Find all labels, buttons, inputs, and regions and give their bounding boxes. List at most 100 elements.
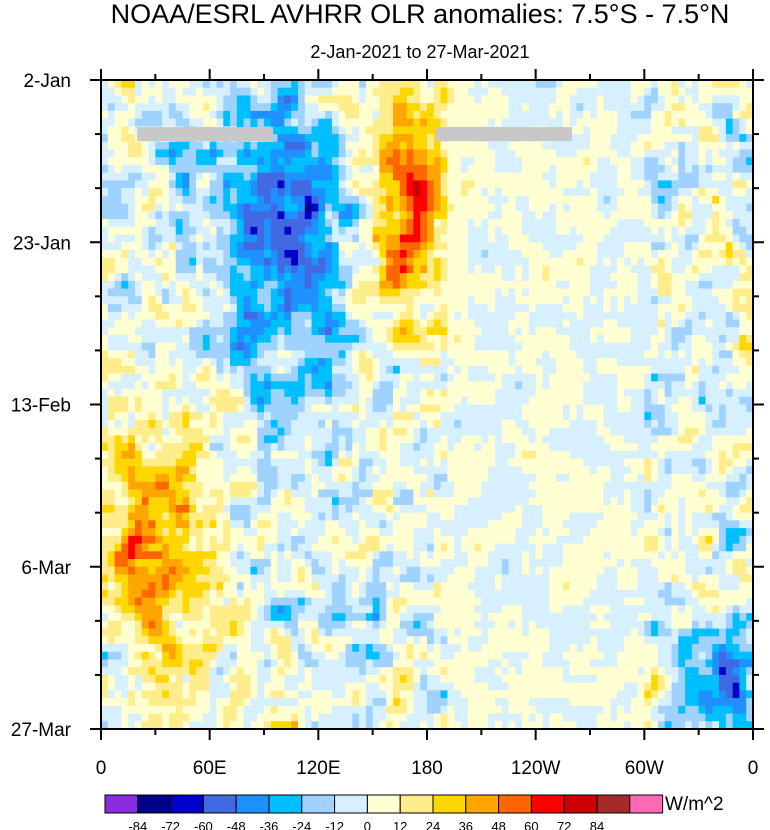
heatmap-cell bbox=[318, 373, 326, 382]
heatmap-cell bbox=[671, 249, 679, 259]
heatmap-cell bbox=[678, 134, 686, 143]
heatmap-cell bbox=[549, 226, 557, 236]
heatmap-cell bbox=[325, 474, 333, 483]
heatmap-cell bbox=[515, 334, 523, 344]
heatmap-cell bbox=[128, 149, 136, 158]
heatmap-cell bbox=[617, 234, 625, 243]
heatmap-cell bbox=[637, 126, 645, 135]
heatmap-cell bbox=[433, 419, 442, 429]
heatmap-cell bbox=[596, 157, 605, 166]
heatmap-cell bbox=[359, 126, 367, 135]
heatmap-cell bbox=[189, 450, 197, 460]
heatmap-cell bbox=[318, 110, 326, 120]
heatmap-cell bbox=[698, 249, 707, 259]
heatmap-cell bbox=[610, 134, 618, 143]
heatmap-cell bbox=[719, 103, 727, 112]
heatmap-cell bbox=[433, 172, 442, 182]
heatmap-cell bbox=[236, 265, 245, 274]
heatmap-cell bbox=[243, 365, 252, 375]
heatmap-cell bbox=[209, 211, 218, 220]
heatmap-cell bbox=[732, 311, 741, 321]
heatmap-cell bbox=[732, 327, 741, 336]
heatmap-cell bbox=[623, 334, 632, 344]
heatmap-cell bbox=[549, 219, 557, 228]
heatmap-cell bbox=[413, 95, 421, 104]
heatmap-cell bbox=[297, 149, 306, 158]
heatmap-cell bbox=[331, 118, 340, 127]
heatmap-cell bbox=[610, 126, 618, 135]
heatmap-cell bbox=[637, 149, 645, 158]
heatmap-cell bbox=[590, 257, 598, 267]
heatmap-cell bbox=[556, 350, 564, 359]
heatmap-cell bbox=[331, 474, 340, 483]
heatmap-cell bbox=[501, 110, 510, 120]
heatmap-cell bbox=[264, 273, 272, 282]
heatmap-cell bbox=[182, 474, 190, 483]
heatmap-cell bbox=[372, 249, 381, 259]
heatmap-cell bbox=[359, 219, 367, 228]
heatmap-cell bbox=[657, 134, 666, 143]
heatmap-cell bbox=[250, 311, 258, 321]
heatmap-cell bbox=[264, 358, 272, 367]
heatmap-cell bbox=[535, 195, 544, 205]
heatmap-cell bbox=[528, 103, 537, 112]
heatmap-cell bbox=[569, 280, 578, 290]
heatmap-cell bbox=[528, 149, 537, 158]
heatmap-cell bbox=[644, 180, 652, 189]
heatmap-cell bbox=[134, 257, 143, 267]
heatmap-cell bbox=[128, 311, 136, 321]
heatmap-cell bbox=[644, 419, 652, 429]
heatmap-cell bbox=[569, 80, 578, 89]
heatmap-cell bbox=[386, 296, 394, 305]
heatmap-cell bbox=[243, 110, 252, 120]
heatmap-cell bbox=[746, 365, 753, 375]
heatmap-cell bbox=[372, 219, 381, 228]
heatmap-cell bbox=[202, 87, 211, 97]
heatmap-cell bbox=[202, 80, 211, 89]
heatmap-cell bbox=[134, 435, 143, 444]
heatmap-cell bbox=[141, 350, 150, 359]
heatmap-cell bbox=[162, 118, 170, 127]
heatmap-cell bbox=[657, 172, 666, 182]
heatmap-cell bbox=[725, 195, 734, 205]
heatmap-cell bbox=[460, 80, 469, 89]
heatmap-cell bbox=[705, 203, 713, 212]
heatmap-cell bbox=[617, 265, 625, 274]
heatmap-cell bbox=[182, 249, 190, 259]
heatmap-cell bbox=[664, 296, 673, 305]
heatmap-cell bbox=[427, 242, 435, 251]
heatmap-cell bbox=[678, 288, 686, 297]
heatmap-cell bbox=[583, 180, 591, 189]
heatmap-cell bbox=[732, 257, 741, 267]
heatmap-cell bbox=[338, 172, 347, 182]
heatmap-cell bbox=[454, 234, 462, 243]
heatmap-cell bbox=[583, 327, 591, 336]
heatmap-cell bbox=[603, 412, 611, 421]
heatmap-cell bbox=[101, 110, 109, 120]
heatmap-cell bbox=[596, 172, 605, 182]
heatmap-cell bbox=[569, 180, 578, 189]
heatmap-cell bbox=[257, 319, 265, 328]
heatmap-cell bbox=[746, 134, 753, 143]
heatmap-cell bbox=[352, 474, 360, 483]
heatmap-cell bbox=[725, 396, 734, 406]
heatmap-cell bbox=[556, 474, 564, 483]
heatmap-cell bbox=[467, 412, 476, 421]
heatmap-cell bbox=[393, 80, 401, 89]
heatmap-cell bbox=[182, 443, 190, 452]
heatmap-cell bbox=[379, 381, 387, 390]
heatmap-cell bbox=[549, 80, 557, 89]
heatmap-cell bbox=[596, 226, 605, 236]
heatmap-cell bbox=[556, 87, 564, 97]
heatmap-cell bbox=[474, 327, 482, 336]
heatmap-cell bbox=[644, 234, 652, 243]
heatmap-cell bbox=[202, 288, 211, 297]
heatmap-cell bbox=[162, 180, 170, 189]
heatmap-cell bbox=[576, 149, 584, 158]
heatmap-cell bbox=[719, 466, 727, 475]
heatmap-cell bbox=[338, 149, 347, 158]
heatmap-cell bbox=[474, 164, 482, 174]
heatmap-cell bbox=[155, 87, 163, 97]
heatmap-cell bbox=[250, 265, 258, 274]
heatmap-cell bbox=[657, 311, 666, 321]
